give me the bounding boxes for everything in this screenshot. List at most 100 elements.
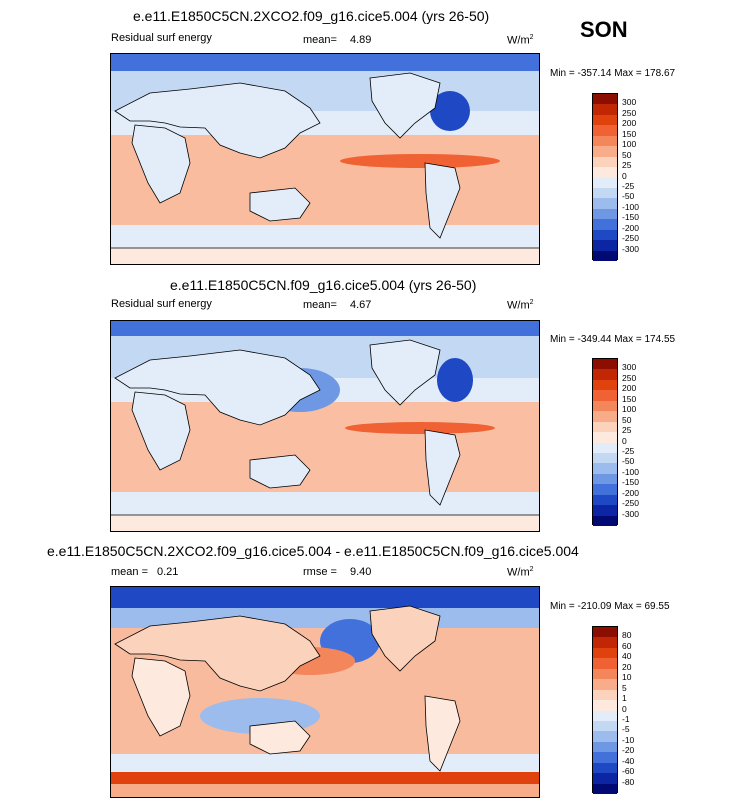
colorbar-bin bbox=[593, 390, 617, 401]
colorbar-bin bbox=[593, 379, 617, 391]
colorbar-bin bbox=[593, 146, 617, 157]
panel1-mean-value: 4.89 bbox=[350, 34, 372, 46]
colorbar-bin bbox=[593, 515, 617, 526]
panel3-mean-value: 0.21 bbox=[157, 566, 179, 578]
colorbar-bin bbox=[593, 689, 617, 701]
colorbar-tick-label: -50 bbox=[622, 191, 635, 202]
colorbar-tick-label: -200 bbox=[622, 222, 640, 233]
panel2-title: e.e11.E1850C5CN.f09_g16.cice5.004 (yrs 2… bbox=[170, 277, 477, 293]
panel3-map bbox=[110, 586, 540, 798]
colorbar-tick-label: 250 bbox=[622, 107, 637, 118]
colorbar-tick-label: 0 bbox=[622, 170, 627, 181]
colorbar-bin bbox=[593, 637, 617, 648]
colorbar-bin bbox=[593, 156, 617, 168]
season-label: SON bbox=[580, 17, 628, 42]
colorbar-bin bbox=[593, 505, 617, 516]
colorbar-tick-label: -300 bbox=[622, 508, 640, 519]
colorbar-tick-label: 25 bbox=[622, 425, 632, 436]
colorbar-bin bbox=[593, 720, 617, 732]
colorbar-tick-label: -100 bbox=[622, 466, 640, 477]
colorbar-bin bbox=[593, 494, 617, 506]
colorbar-tick-label: 300 bbox=[622, 97, 637, 108]
panel3-mean-label: mean = bbox=[111, 566, 148, 578]
colorbar-tick-label: 250 bbox=[622, 372, 637, 383]
colorbar-tick-label: -100 bbox=[622, 201, 640, 212]
colorbar-tick-label: 60 bbox=[622, 640, 632, 651]
colorbar-bin bbox=[593, 762, 617, 774]
colorbar-bin bbox=[593, 442, 617, 453]
panel2-minmax: Min = -349.44 Max = 174.55 bbox=[550, 334, 676, 345]
colorbar-tick-label: 100 bbox=[622, 404, 637, 415]
colorbar-bin bbox=[593, 627, 617, 638]
colorbar-bin bbox=[593, 421, 617, 433]
colorbar-tick-label: -150 bbox=[622, 212, 640, 223]
colorbar-bin bbox=[593, 484, 617, 495]
colorbar-bin bbox=[593, 198, 617, 209]
colorbar-bin bbox=[593, 658, 617, 669]
colorbar-tick-label: 150 bbox=[622, 128, 637, 139]
colorbar-tick-label: -25 bbox=[622, 180, 635, 191]
colorbar-tick-label: 100 bbox=[622, 139, 637, 150]
colorbar-bin bbox=[593, 411, 617, 422]
colorbar-bin bbox=[593, 452, 617, 464]
colorbar-bin bbox=[593, 104, 617, 115]
panel1-units: W/m2 bbox=[507, 34, 534, 47]
panel3-title: e.e11.E1850C5CN.2XCO2.f09_g16.cice5.004 … bbox=[47, 543, 579, 559]
colorbar-bin bbox=[593, 359, 617, 370]
panel2-map bbox=[110, 320, 540, 532]
colorbar-tick-label: -250 bbox=[622, 498, 640, 509]
colorbar-bin bbox=[593, 114, 617, 126]
colorbar-tick-label: 80 bbox=[622, 630, 632, 641]
colorbar-bin bbox=[593, 463, 617, 474]
colorbar-bin bbox=[593, 177, 617, 188]
panel2-colorbar bbox=[592, 358, 618, 526]
colorbar-bin bbox=[593, 647, 617, 659]
panel3-minmax: Min = -210.09 Max = 69.55 bbox=[550, 601, 670, 612]
panel1-colorbar bbox=[592, 93, 618, 261]
colorbar-tick-label: -150 bbox=[622, 477, 640, 488]
colorbar-bin bbox=[593, 240, 617, 251]
colorbar-bin bbox=[593, 731, 617, 742]
colorbar-tick-label: -250 bbox=[622, 233, 640, 244]
colorbar-bin bbox=[593, 125, 617, 136]
colorbar-tick-label: -300 bbox=[622, 243, 640, 254]
panel3-rmse-value: 9.40 bbox=[350, 566, 372, 578]
colorbar-tick-label: -25 bbox=[622, 445, 635, 456]
colorbar-tick-label: 10 bbox=[622, 672, 632, 683]
panel3-rmse-label: rmse = bbox=[303, 566, 337, 578]
colorbar-bin bbox=[593, 668, 617, 680]
panel2-mean-label: mean= bbox=[303, 299, 337, 311]
colorbar-tick-label: 0 bbox=[622, 435, 627, 446]
colorbar-tick-label: 200 bbox=[622, 118, 637, 129]
colorbar-tick-label: -5 bbox=[622, 724, 630, 735]
colorbar-tick-label: -40 bbox=[622, 755, 635, 766]
colorbar-bin bbox=[593, 400, 617, 412]
colorbar-tick-label: 0 bbox=[622, 703, 627, 714]
colorbar-tick-label: 40 bbox=[622, 651, 632, 662]
colorbar-tick-label: 5 bbox=[622, 682, 627, 693]
colorbar-tick-label: 200 bbox=[622, 383, 637, 394]
colorbar-tick-label: 50 bbox=[622, 414, 632, 425]
colorbar-tick-label: 1 bbox=[622, 693, 627, 704]
colorbar-tick-label: -50 bbox=[622, 456, 635, 467]
panel1-title: e.e11.E1850C5CN.2XCO2.f09_g16.cice5.004 … bbox=[133, 8, 490, 24]
panel1-variable-label: Residual surf energy bbox=[111, 32, 212, 44]
colorbar-bin bbox=[593, 219, 617, 230]
colorbar-bin bbox=[593, 752, 617, 763]
colorbar-tick-label: -60 bbox=[622, 766, 635, 777]
panel1-minmax: Min = -357.14 Max = 178.67 bbox=[550, 68, 676, 79]
panel3-colorbar bbox=[592, 626, 618, 794]
panel1-mean-label: mean= bbox=[303, 34, 337, 46]
panel2-mean-value: 4.67 bbox=[350, 299, 372, 311]
colorbar-bin bbox=[593, 208, 617, 220]
colorbar-bin bbox=[593, 432, 617, 443]
colorbar-bin bbox=[593, 710, 617, 721]
panel2-variable-label: Residual surf energy bbox=[111, 298, 212, 310]
colorbar-bin bbox=[593, 250, 617, 261]
colorbar-tick-label: 25 bbox=[622, 160, 632, 171]
colorbar-bin bbox=[593, 679, 617, 690]
colorbar-tick-label: -1 bbox=[622, 713, 630, 724]
colorbar-tick-label: 150 bbox=[622, 393, 637, 404]
colorbar-bin bbox=[593, 773, 617, 784]
colorbar-bin bbox=[593, 94, 617, 105]
